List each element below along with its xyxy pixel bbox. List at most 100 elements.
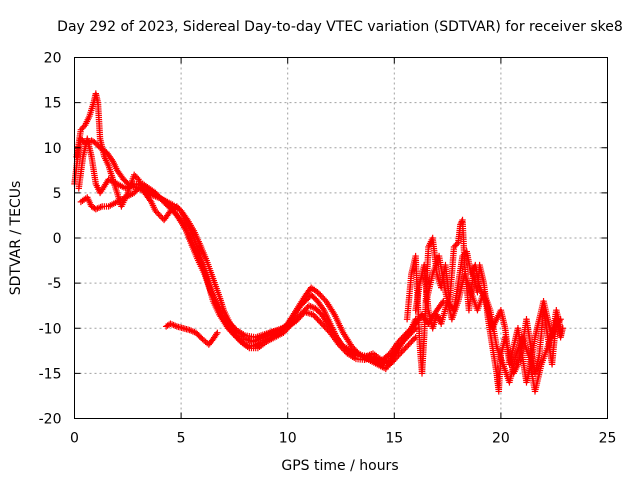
y-tick-label: 5 xyxy=(53,186,62,202)
data-point xyxy=(314,316,321,323)
data-point xyxy=(314,288,321,296)
data-point xyxy=(317,319,324,326)
data-point xyxy=(460,251,468,258)
tick-labels: 0 5 10 15 20 25 -20 -15 -10 -5 0 5 10 15 20 xyxy=(39,51,617,447)
data-point xyxy=(310,311,317,318)
data-point xyxy=(176,215,184,222)
data-point xyxy=(229,329,236,336)
data-point xyxy=(77,126,85,133)
data-point xyxy=(290,319,297,326)
data-point xyxy=(406,340,414,347)
x-tick-label: 15 xyxy=(385,431,403,447)
data-point xyxy=(315,317,323,324)
data-point xyxy=(453,240,461,248)
data-point xyxy=(556,317,563,324)
data-point xyxy=(156,212,163,219)
data-point xyxy=(153,209,161,216)
data-point xyxy=(452,242,459,249)
y-axis-label: SDTVAR / TECUs xyxy=(8,181,24,296)
data-point xyxy=(79,124,86,132)
data-point xyxy=(95,204,103,211)
data-point xyxy=(288,320,296,327)
data-point xyxy=(320,294,327,302)
y-tick-label: -5 xyxy=(48,276,62,292)
y-tick-label: 10 xyxy=(44,141,62,157)
data-point xyxy=(230,323,237,331)
data-point xyxy=(388,359,395,367)
data-point xyxy=(399,347,407,355)
data-point xyxy=(176,206,183,213)
data-point xyxy=(234,335,242,342)
data-point xyxy=(301,307,308,314)
data-point xyxy=(295,313,303,320)
data-point xyxy=(302,305,310,312)
series-track-d xyxy=(77,180,419,368)
data-point xyxy=(393,353,401,361)
data-point xyxy=(230,331,237,338)
data-point xyxy=(339,343,347,350)
data-point xyxy=(136,183,144,191)
data-point xyxy=(287,322,294,329)
data-point xyxy=(132,173,139,180)
data-point xyxy=(146,197,154,204)
data-point xyxy=(408,338,415,345)
x-tick-label: 25 xyxy=(599,431,617,447)
data-point xyxy=(281,328,289,335)
data-point xyxy=(293,316,300,323)
data-point xyxy=(285,323,293,330)
y-tick-label: -10 xyxy=(39,321,62,337)
data-point xyxy=(348,343,355,350)
chart-title: Day 292 of 2023, Sidereal Day-to-day VTE… xyxy=(57,19,623,35)
data-point xyxy=(132,188,139,195)
data-point xyxy=(133,186,141,194)
data-point xyxy=(410,335,418,342)
series-track-a xyxy=(71,135,447,364)
data-point xyxy=(349,344,357,352)
data-point xyxy=(412,316,419,323)
data-point xyxy=(173,203,181,210)
data-point xyxy=(280,329,287,336)
data-point xyxy=(319,305,327,312)
data-point xyxy=(458,218,466,225)
y-tick-label: 0 xyxy=(53,231,62,247)
data-point xyxy=(214,329,221,336)
data-point xyxy=(386,361,394,368)
data-point xyxy=(450,243,458,251)
data-point xyxy=(80,123,87,130)
data-point xyxy=(403,343,411,350)
data-point xyxy=(312,314,320,321)
data-point xyxy=(557,325,564,332)
data-point xyxy=(318,293,326,300)
x-tick-label: 10 xyxy=(279,431,297,447)
data-point xyxy=(130,189,138,197)
x-tick-label: 5 xyxy=(177,431,186,447)
data-point xyxy=(135,185,142,192)
y-tick-label: -15 xyxy=(39,366,62,382)
y-tick-label: 20 xyxy=(44,51,62,67)
data-point xyxy=(409,337,416,344)
data-point xyxy=(398,349,405,356)
data-point xyxy=(298,310,306,317)
data-point xyxy=(236,337,243,344)
data-point xyxy=(284,325,291,332)
data-point xyxy=(311,313,318,320)
data-point xyxy=(108,156,116,163)
data-point xyxy=(317,291,324,299)
data-point xyxy=(315,290,323,297)
data-point xyxy=(231,332,239,339)
data-markers xyxy=(71,90,566,395)
data-point xyxy=(341,344,348,352)
data-point xyxy=(300,308,307,315)
data-point xyxy=(233,334,240,341)
data-point xyxy=(133,174,141,182)
data-point xyxy=(297,311,304,318)
series-track-c xyxy=(73,90,419,373)
data-point xyxy=(335,338,343,345)
data-point xyxy=(155,210,162,218)
data-point xyxy=(405,341,412,348)
data-point xyxy=(130,171,138,179)
x-tick-label: 0 xyxy=(70,431,79,447)
data-point xyxy=(395,352,402,359)
series-track-e xyxy=(162,320,221,348)
